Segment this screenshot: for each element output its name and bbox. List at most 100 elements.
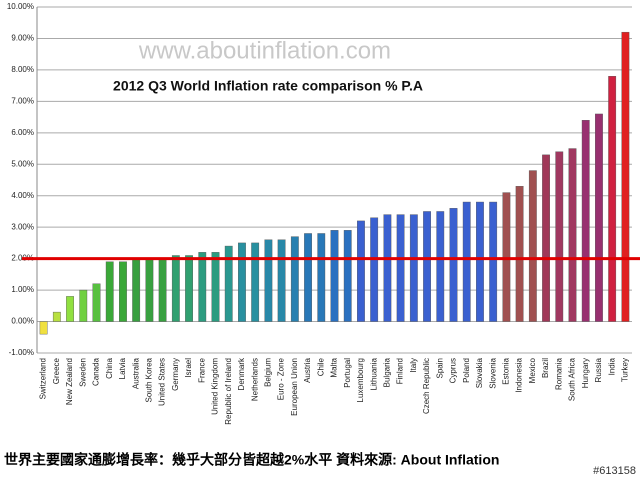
x-tick-label: Russia	[594, 357, 603, 382]
bar	[396, 214, 405, 322]
x-tick-label: Finland	[396, 358, 405, 384]
x-tick-label: Chile	[316, 357, 325, 376]
bar	[317, 233, 326, 322]
bar	[621, 31, 630, 322]
bar	[304, 233, 312, 322]
bar	[105, 261, 114, 322]
bar	[290, 236, 299, 322]
y-tick-label: 6.00%	[11, 128, 34, 137]
x-tick-label: India	[607, 357, 616, 375]
bar	[66, 296, 74, 322]
x-tick-label: Netherlands	[250, 358, 259, 401]
bar	[423, 211, 431, 322]
x-tick-label: Switzerland	[39, 358, 48, 399]
bar	[132, 258, 141, 322]
bar	[343, 230, 352, 322]
bar	[462, 201, 471, 322]
bar	[211, 252, 220, 322]
y-tick-label: 7.00%	[11, 96, 34, 105]
x-tick-label: Greece	[52, 357, 61, 384]
image-tag: #613158	[593, 465, 636, 477]
x-tick-label: Slovenia	[488, 357, 497, 388]
x-tick-label: Germany	[171, 358, 180, 391]
x-tick-label: Spain	[435, 358, 444, 378]
bar	[251, 242, 260, 322]
x-tick-label: Luxembourg	[356, 358, 365, 402]
y-tick-label: 5.00%	[11, 159, 34, 168]
y-tick-label: 10.00%	[7, 2, 34, 11]
bar	[92, 283, 101, 322]
bar	[608, 75, 617, 322]
x-tick-label: Malta	[330, 357, 339, 377]
y-tick-label: 4.00%	[11, 191, 34, 200]
y-tick-label: 9.00%	[11, 34, 34, 43]
bar	[383, 214, 392, 322]
x-tick-label: Czech Republic	[422, 358, 431, 414]
bar	[224, 245, 233, 322]
x-tick-label: France	[197, 357, 206, 382]
x-tick-label: Italy	[409, 358, 418, 373]
x-tick-label: Portugal	[343, 358, 352, 388]
x-tick-label: Hungary	[581, 358, 590, 388]
x-tick-label: Euro - Zone	[277, 357, 286, 400]
x-tick-label: Canada	[92, 357, 101, 386]
bar	[476, 201, 484, 322]
x-tick-label: Cyprus	[449, 358, 458, 383]
x-tick-label: Latvia	[118, 357, 127, 379]
y-tick-label: 0.00%	[11, 317, 34, 326]
y-tick-label: 8.00%	[11, 65, 34, 74]
y-tick-label: 3.00%	[11, 222, 34, 231]
bar	[119, 261, 127, 322]
x-tick-label: Slovakia	[475, 357, 484, 388]
bar	[39, 321, 48, 335]
bar	[357, 220, 365, 322]
bar	[409, 214, 418, 322]
x-tick-label: Sweden	[78, 358, 87, 387]
bar	[555, 151, 564, 322]
x-tick-label: Australia	[131, 357, 140, 389]
bar	[198, 252, 207, 322]
x-tick-label: Republic of Ireland	[224, 358, 233, 425]
bar	[277, 239, 286, 322]
x-tick-label: South Korea	[144, 357, 153, 402]
x-tick-label: Belgium	[263, 358, 272, 387]
bar	[568, 148, 577, 322]
bar	[185, 255, 193, 322]
bar	[449, 208, 458, 322]
bar	[515, 186, 524, 322]
x-tick-label: United States	[158, 358, 167, 406]
x-tick-label: Indonesia	[515, 357, 524, 392]
bar	[330, 230, 339, 322]
bar	[79, 289, 88, 322]
bar	[158, 258, 167, 322]
x-tick-label: Israel	[184, 358, 193, 378]
x-tick-label: European Union	[290, 358, 299, 416]
bar	[171, 255, 180, 322]
x-tick-label: Bulgaria	[382, 357, 391, 387]
bar	[502, 192, 511, 322]
bar	[542, 154, 550, 322]
x-tick-label: Lithuania	[369, 357, 378, 390]
x-tick-label: United Kingdom	[211, 358, 220, 415]
x-tick-label: South Africa	[568, 357, 577, 401]
y-tick-label: 1.00%	[11, 285, 34, 294]
bar	[595, 113, 603, 322]
x-tick-label: Brazil	[541, 358, 550, 378]
x-tick-label: China	[105, 357, 114, 378]
bar	[489, 201, 498, 322]
x-tick-label: New Zealand	[65, 358, 74, 405]
bar	[52, 311, 61, 322]
bar	[145, 258, 154, 322]
bar	[264, 239, 273, 322]
x-tick-label: Mexico	[528, 357, 537, 383]
y-tick-label: -1.00%	[9, 348, 34, 357]
chart-title: 2012 Q3 World Inflation rate comparison …	[113, 78, 423, 94]
x-tick-label: Romania	[554, 357, 563, 390]
x-tick-label: Poland	[462, 358, 471, 383]
bar	[370, 217, 379, 322]
bar	[436, 211, 445, 322]
caption: 世界主要國家通膨增長率：幾乎大部分皆超越2%水平 資料來源: About Inf…	[4, 452, 499, 468]
x-tick-label: Turkey	[620, 358, 629, 382]
